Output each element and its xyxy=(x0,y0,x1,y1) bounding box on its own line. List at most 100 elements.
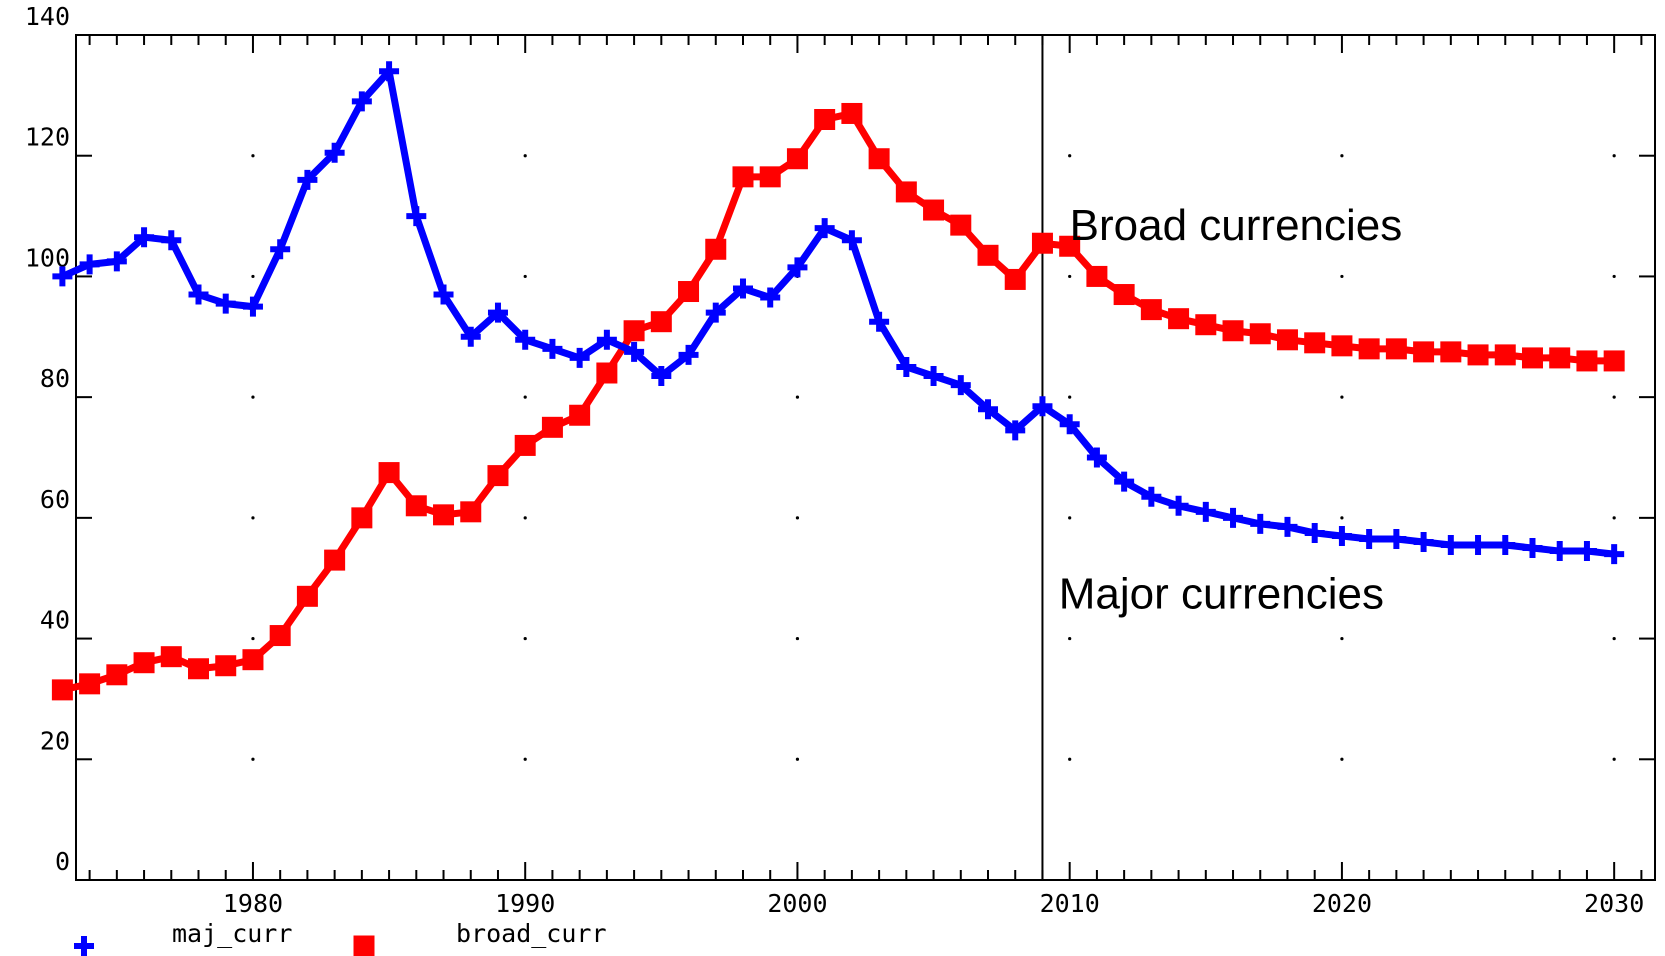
data-point-maj_curr xyxy=(487,302,508,323)
legend-marker-maj_curr xyxy=(74,936,94,956)
data-point-maj_curr xyxy=(1005,420,1026,441)
data-point-maj_curr xyxy=(460,326,481,347)
y-tick-label: 20 xyxy=(40,726,70,755)
legend-label-maj_curr: maj_curr xyxy=(172,919,292,948)
series-maj_curr xyxy=(52,61,1625,565)
data-point-broad_curr xyxy=(923,199,945,221)
data-point-broad_curr xyxy=(1249,323,1271,345)
data-point-broad_curr xyxy=(242,649,264,671)
grid-dot xyxy=(1068,274,1072,279)
data-point-maj_curr xyxy=(651,366,672,387)
x-tick-label: 2010 xyxy=(1040,889,1100,918)
grid-dot xyxy=(1340,395,1344,399)
data-point-broad_curr xyxy=(1004,268,1026,290)
data-point-broad_curr xyxy=(79,673,101,695)
data-point-maj_curr xyxy=(515,329,536,350)
grid-dot xyxy=(523,516,527,520)
data-point-broad_curr xyxy=(188,658,210,680)
grid-dot xyxy=(251,274,255,279)
data-point-maj_curr xyxy=(1386,528,1407,549)
grid-dot xyxy=(1612,395,1616,399)
data-point-broad_curr xyxy=(650,311,672,333)
data-point-broad_curr xyxy=(1195,314,1217,336)
data-point-maj_curr xyxy=(841,230,862,251)
x-axis-tick-labels: 1980 1990 2000 2010 2020 2030 xyxy=(223,889,1644,918)
data-point-broad_curr xyxy=(1304,332,1326,354)
data-point-broad_curr xyxy=(215,655,237,677)
data-point-maj_curr xyxy=(1086,447,1107,468)
data-point-broad_curr xyxy=(269,625,291,647)
grid-dot xyxy=(795,395,800,399)
data-point-broad_curr xyxy=(569,404,591,426)
data-point-maj_curr xyxy=(1522,538,1543,559)
data-point-maj_curr xyxy=(814,218,835,239)
data-point-broad_curr xyxy=(1276,329,1298,351)
grid-dot xyxy=(523,274,527,279)
grid-dot xyxy=(251,516,255,520)
data-point-broad_curr xyxy=(1358,338,1380,360)
data-point-maj_curr xyxy=(978,399,999,420)
data-point-broad_curr xyxy=(1467,344,1489,366)
data-point-maj_curr xyxy=(351,91,372,112)
data-point-broad_curr xyxy=(1440,341,1462,363)
grid-dot xyxy=(1612,516,1616,520)
axis-ticks xyxy=(76,34,1655,881)
data-point-maj_curr xyxy=(242,296,263,317)
grid-dot xyxy=(251,154,255,158)
data-point-broad_curr xyxy=(1059,235,1081,257)
data-point-broad_curr xyxy=(324,549,346,571)
data-point-broad_curr xyxy=(378,462,400,484)
series-line-broad_curr xyxy=(61,109,1615,694)
data-point-maj_curr xyxy=(1250,513,1271,534)
grid-dot xyxy=(1612,757,1616,761)
annotations: Broad currencies Major currencies xyxy=(1059,201,1402,618)
data-point-maj_curr xyxy=(869,311,890,332)
x-tick-label: 1980 xyxy=(223,889,283,918)
data-point-broad_curr xyxy=(977,244,999,266)
grid-dot xyxy=(1340,274,1344,279)
data-point-maj_curr xyxy=(923,366,944,387)
grid-dot xyxy=(1612,154,1616,158)
data-point-maj_curr xyxy=(1495,535,1516,556)
data-point-maj_curr xyxy=(1331,525,1352,546)
data-point-maj_curr xyxy=(569,347,590,368)
data-point-broad_curr xyxy=(841,102,863,124)
data-point-broad_curr xyxy=(351,507,373,529)
series-line-maj_curr xyxy=(60,67,1615,558)
data-point-broad_curr xyxy=(732,166,754,188)
x-tick-label: 2020 xyxy=(1312,889,1372,918)
grid-dot xyxy=(795,757,800,761)
grid-dot xyxy=(1068,154,1072,158)
grid-dot xyxy=(1340,516,1344,520)
annotation-major: Major currencies xyxy=(1059,569,1384,618)
data-point-broad_curr xyxy=(759,166,781,188)
data-point-broad_curr xyxy=(1113,284,1135,306)
data-point-maj_curr xyxy=(1468,535,1489,556)
data-point-broad_curr xyxy=(1086,265,1108,287)
grid-dot xyxy=(1068,636,1072,641)
grid-dot xyxy=(1340,154,1344,158)
data-point-maj_curr xyxy=(705,302,726,323)
data-point-maj_curr xyxy=(79,254,100,275)
series-layer xyxy=(51,61,1625,701)
data-point-maj_curr xyxy=(270,239,291,260)
data-point-maj_curr xyxy=(1604,544,1625,565)
data-point-maj_curr xyxy=(406,206,427,227)
data-point-maj_curr xyxy=(134,227,155,248)
data-point-maj_curr xyxy=(1277,516,1298,537)
data-point-broad_curr xyxy=(1413,341,1435,363)
data-point-maj_curr xyxy=(379,61,400,82)
grid-dot xyxy=(523,636,527,641)
data-point-broad_curr xyxy=(433,504,455,526)
data-point-broad_curr xyxy=(1331,335,1353,357)
data-point-broad_curr xyxy=(1603,350,1625,372)
data-point-broad_curr xyxy=(1385,338,1407,360)
data-point-broad_curr xyxy=(950,214,972,236)
x-tick-label: 2000 xyxy=(767,889,827,918)
grid-dot xyxy=(1068,757,1072,761)
annotation-broad: Broad currencies xyxy=(1070,201,1403,250)
data-point-maj_curr xyxy=(1359,528,1380,549)
data-point-broad_curr xyxy=(1521,347,1543,369)
data-point-broad_curr xyxy=(1031,232,1053,254)
